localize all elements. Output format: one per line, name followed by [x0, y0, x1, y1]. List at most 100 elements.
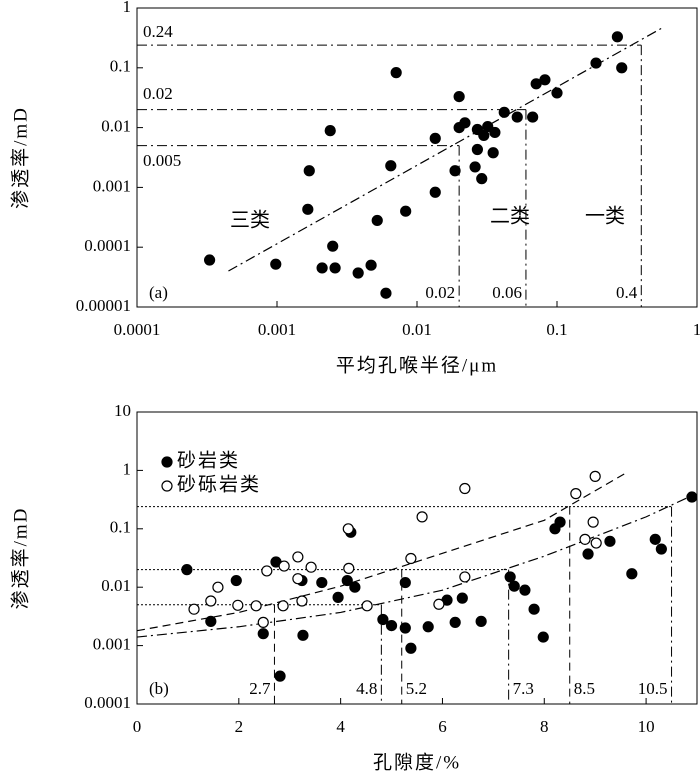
data-point [498, 106, 510, 118]
data-point [611, 31, 623, 43]
data-point [205, 615, 217, 627]
data-point [212, 581, 224, 593]
data-point [604, 535, 616, 547]
data-point [343, 562, 355, 574]
data-point [475, 615, 487, 627]
data-point [277, 600, 289, 612]
y-tick-label: 1 [123, 459, 132, 478]
data-point [399, 576, 411, 589]
data-point [449, 616, 461, 628]
data-point [380, 287, 392, 299]
data-point [203, 254, 216, 266]
x-tick-label: 0 [133, 717, 142, 736]
legend-label: 砂砾岩类 [177, 473, 261, 495]
ref-v-label: 0.4 [616, 283, 638, 302]
data-point [390, 67, 402, 79]
data-point [429, 186, 441, 198]
data-point [459, 117, 471, 129]
data-point [471, 143, 483, 156]
data-point [459, 571, 471, 583]
data-point [181, 564, 193, 576]
data-point [649, 533, 661, 545]
y-tick-label: 0.1 [110, 57, 131, 76]
y-tick-label: 10 [114, 401, 131, 420]
trend-line [136, 495, 693, 638]
data-point [316, 576, 328, 589]
data-point [332, 591, 344, 603]
trend-line [228, 27, 663, 272]
ref-v-label: 7.3 [513, 679, 534, 698]
data-point [626, 568, 638, 580]
data-point [385, 160, 397, 172]
data-point [352, 267, 364, 279]
data-point [316, 262, 328, 274]
data-point [508, 580, 520, 592]
data-point [539, 74, 551, 86]
data-point [230, 574, 242, 587]
data-point [449, 165, 461, 177]
data-point [582, 548, 594, 560]
data-point [590, 57, 602, 69]
plot-frame [136, 411, 698, 705]
legend-marker [161, 480, 173, 492]
data-point [371, 214, 383, 227]
y-tick-label: 0.01 [101, 576, 131, 595]
data-point [453, 90, 465, 103]
data-point [341, 574, 353, 587]
data-point [349, 581, 361, 593]
data-point [405, 552, 417, 565]
data-point [327, 240, 339, 252]
legend-marker [161, 456, 173, 468]
data-point [296, 595, 308, 607]
x-tick-label: 0.0001 [114, 320, 161, 339]
ref-v-label: 10.5 [638, 679, 668, 698]
data-point [469, 161, 481, 173]
data-point [329, 262, 341, 274]
y-axis-title: 渗透率/mD [9, 106, 31, 209]
data-point [476, 173, 488, 185]
ref-v-label: 8.5 [574, 679, 595, 698]
data-point [433, 598, 445, 610]
x-tick-label: 1 [693, 320, 700, 339]
data-point [365, 259, 377, 271]
data-point [257, 628, 269, 640]
data-point [205, 595, 217, 607]
data-point [274, 670, 286, 682]
y-tick-label: 1 [123, 0, 132, 16]
data-point [579, 533, 591, 545]
x-tick-label: 8 [540, 717, 549, 736]
x-tick-label: 0.1 [546, 320, 567, 339]
data-point [232, 599, 244, 611]
ref-v-label: 4.8 [356, 679, 377, 698]
data-point [589, 470, 601, 482]
data-point [487, 147, 499, 159]
data-point [511, 111, 523, 123]
y-tick-label: 0.0001 [84, 236, 131, 255]
x-tick-label: 4 [336, 717, 345, 736]
data-point [324, 125, 336, 137]
y-tick-label: 0.01 [101, 117, 131, 136]
y-tick-label: 0.1 [110, 518, 131, 537]
data-point [261, 565, 273, 577]
data-point [297, 629, 309, 641]
data-point [519, 584, 531, 596]
data-point [257, 616, 269, 628]
ref-h-label: 0.005 [143, 151, 181, 170]
data-point [587, 516, 599, 528]
ref-h-label: 0.24 [143, 22, 173, 41]
data-point [305, 561, 317, 573]
x-tick-label: 6 [438, 717, 447, 736]
y-tick-label: 0.001 [93, 635, 131, 654]
data-point [489, 126, 501, 139]
data-point [399, 622, 411, 634]
data-point [537, 631, 549, 643]
panel-label: (a) [149, 283, 168, 302]
data-point [405, 642, 417, 654]
data-point [292, 573, 304, 585]
region-label: 三类 [230, 209, 270, 232]
data-point [422, 621, 434, 633]
ref-v-label: 5.2 [406, 679, 427, 698]
data-point [377, 613, 389, 626]
x-tick-label: 0.01 [402, 320, 432, 339]
data-point [416, 511, 428, 523]
